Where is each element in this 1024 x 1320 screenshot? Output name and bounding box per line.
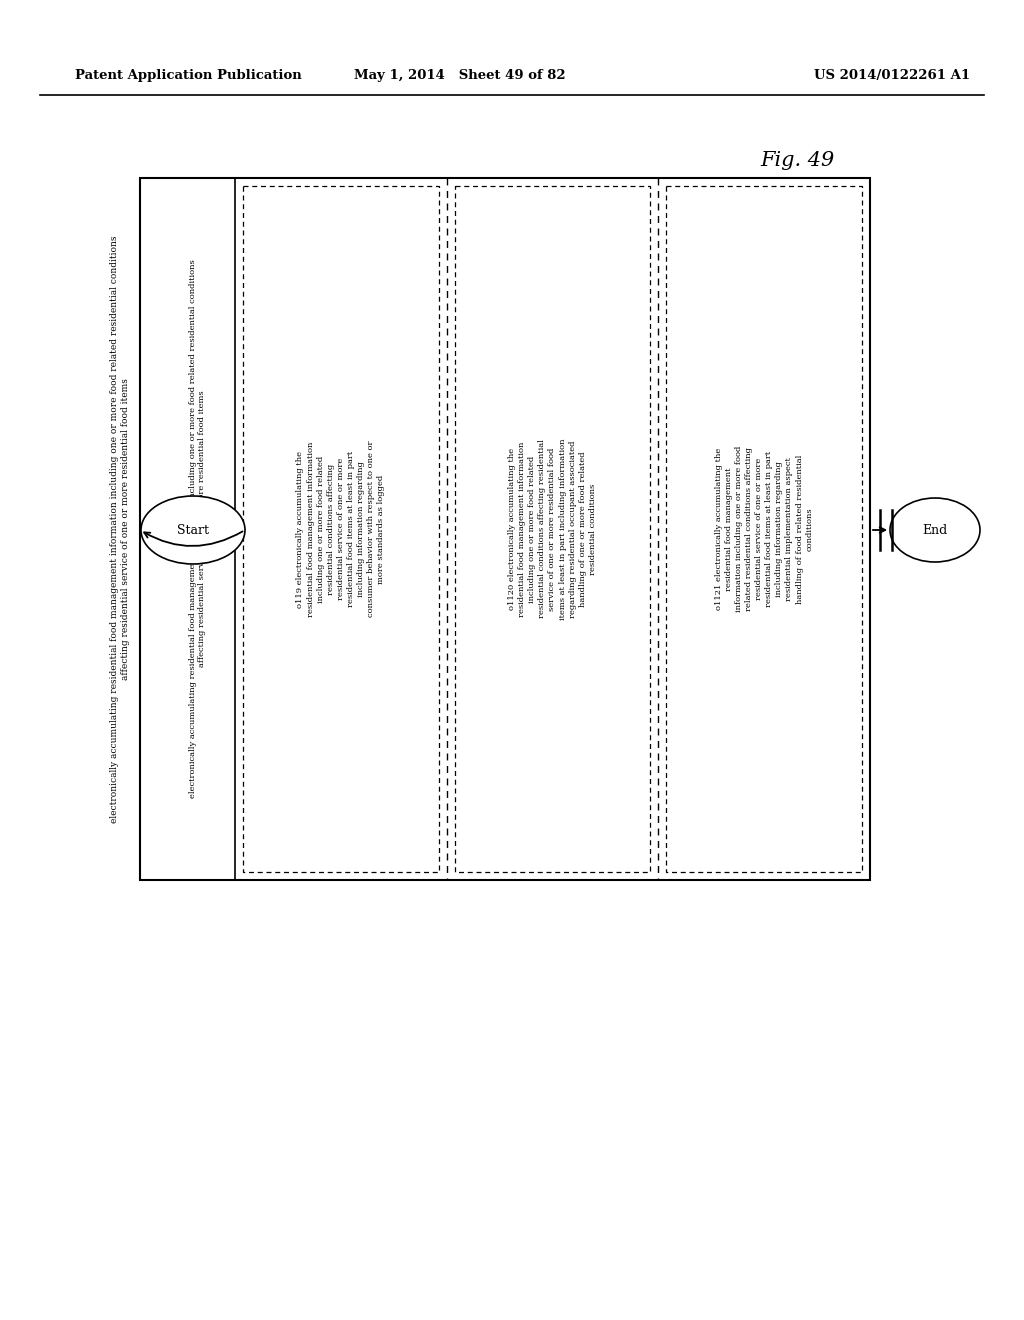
Text: End: End <box>923 524 947 536</box>
FancyBboxPatch shape <box>667 186 862 873</box>
Ellipse shape <box>890 498 980 562</box>
Text: o119 electronically accumulating the
residential food management information
inc: o119 electronically accumulating the res… <box>296 441 385 618</box>
Text: Start: Start <box>177 524 209 536</box>
Text: US 2014/0122261 A1: US 2014/0122261 A1 <box>814 69 970 82</box>
Text: May 1, 2014   Sheet 49 of 82: May 1, 2014 Sheet 49 of 82 <box>354 69 566 82</box>
FancyBboxPatch shape <box>243 186 438 873</box>
Text: Fig. 49: Fig. 49 <box>760 150 835 169</box>
Bar <box>140 178 870 880</box>
Text: electronically accumulating residential food management information including on: electronically accumulating residential … <box>111 235 130 822</box>
Text: Patent Application Publication: Patent Application Publication <box>75 69 302 82</box>
Text: o1121 electronically accumulating the
residential food management
information in: o1121 electronically accumulating the re… <box>715 446 814 612</box>
FancyBboxPatch shape <box>455 186 650 873</box>
Text: electronically accumulating residential food management information including on: electronically accumulating residential … <box>188 260 207 799</box>
Ellipse shape <box>141 496 245 564</box>
Text: o1120 electronically accumulating the
residential food management information
in: o1120 electronically accumulating the re… <box>508 438 597 620</box>
Text: o11: o11 <box>150 519 160 540</box>
